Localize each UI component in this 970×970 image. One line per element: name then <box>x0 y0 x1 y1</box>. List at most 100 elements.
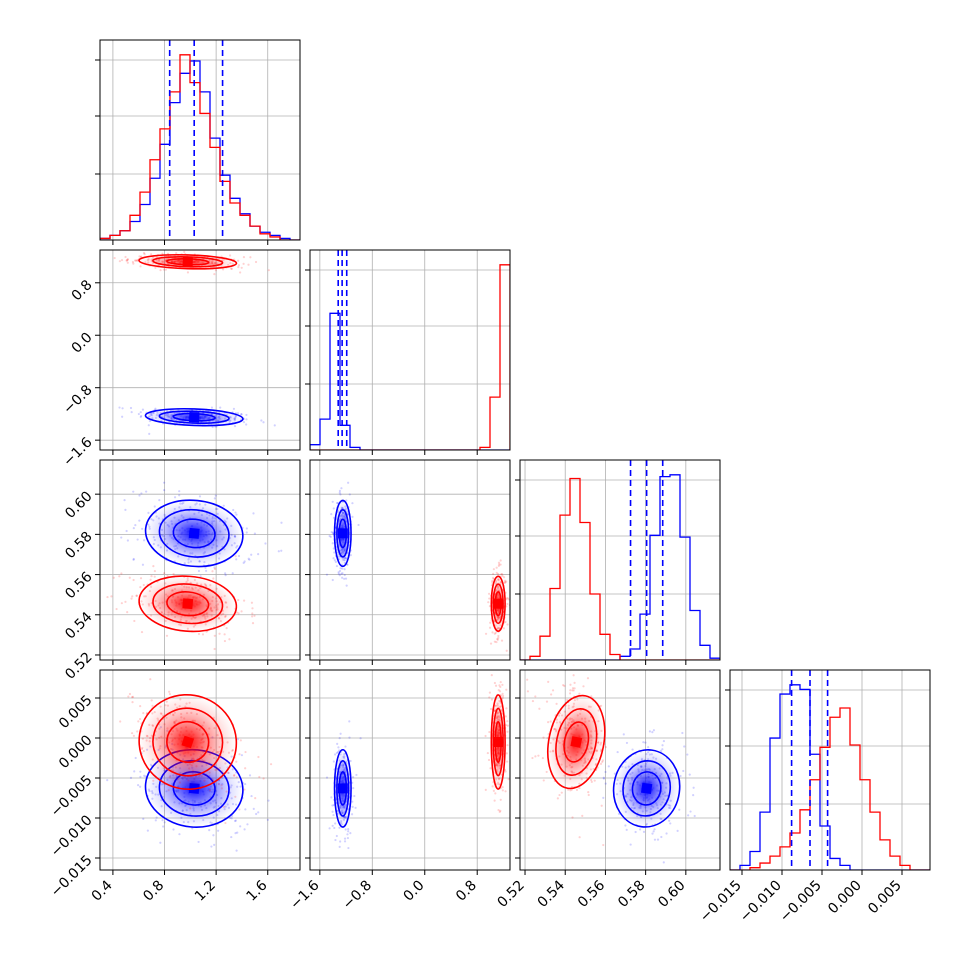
y-tick-label: 0.56 <box>62 569 95 602</box>
panel-2-2 <box>515 459 721 665</box>
scatter-point <box>332 557 335 560</box>
scatter-point <box>140 414 143 418</box>
scatter-point <box>338 737 341 740</box>
scatter-point <box>208 789 212 792</box>
scatter-point <box>534 695 537 698</box>
scatter-point <box>213 567 217 570</box>
scatter-point <box>240 610 243 613</box>
scatter-point <box>689 810 692 813</box>
scatter-point <box>351 800 354 803</box>
scatter-point <box>494 631 497 634</box>
scatter-point <box>676 829 679 832</box>
histogram-red <box>100 54 300 240</box>
scatter-point <box>347 481 350 484</box>
scatter-point <box>142 712 145 715</box>
scatter-point <box>499 563 502 566</box>
scatter-point <box>542 736 545 739</box>
scatter-point <box>332 516 336 519</box>
scatter-point <box>110 595 113 598</box>
scatter-point <box>343 577 346 580</box>
scatter-point <box>239 271 242 274</box>
scatter-point <box>340 487 343 490</box>
scatter-point <box>569 689 572 692</box>
scatter-point <box>491 785 494 788</box>
scatter-point <box>505 707 508 710</box>
scatter-point <box>617 812 621 816</box>
scatter-point <box>571 689 574 692</box>
scatter-point <box>214 269 217 272</box>
scatter-point <box>154 266 157 269</box>
scatter-point <box>208 829 211 832</box>
scatter-point <box>129 406 133 410</box>
scatter-point <box>338 845 341 848</box>
x-tick-label: 0.005 <box>865 878 905 918</box>
scatter-point <box>488 597 491 600</box>
scatter-point <box>492 568 495 571</box>
scatter-point <box>251 622 255 625</box>
scatter-point <box>495 571 498 574</box>
panel-frame <box>99 249 301 451</box>
scatter-point <box>337 571 340 574</box>
scatter-point <box>154 660 156 662</box>
scatter-point <box>348 736 351 739</box>
scatter-point <box>118 575 121 578</box>
scatter-point <box>354 806 357 809</box>
scatter-point <box>604 746 607 749</box>
scatter-point <box>135 594 139 597</box>
scatter-point <box>497 808 500 812</box>
scatter-point <box>487 592 491 595</box>
scatter-point <box>227 771 230 775</box>
scatter-point <box>124 508 127 511</box>
scatter-point <box>238 753 241 756</box>
scatter-point <box>507 598 510 601</box>
scatter-point <box>120 572 123 575</box>
scatter-point <box>173 496 177 499</box>
scatter-point <box>551 689 555 692</box>
x-tick-label: 0.0 <box>401 878 428 905</box>
scatter-point <box>244 750 247 754</box>
scatter-point <box>132 734 136 737</box>
scatter-point <box>562 684 565 687</box>
x-tick-label: −1.6 <box>287 877 322 912</box>
scatter-point <box>222 805 226 809</box>
scatter-point <box>230 835 233 839</box>
scatter-point <box>139 775 142 778</box>
scatter-point <box>158 498 161 502</box>
scatter-point <box>250 553 253 556</box>
scatter-point <box>118 406 121 409</box>
scatter-point <box>131 701 134 704</box>
x-tick-label: 0.54 <box>535 877 568 910</box>
scatter-point <box>682 769 685 773</box>
contour-line <box>138 693 238 791</box>
scatter-point <box>240 266 243 269</box>
scatter-point <box>687 814 690 817</box>
scatter-point <box>333 753 337 756</box>
scatter-point <box>497 634 500 638</box>
scatter-point <box>164 268 167 271</box>
scatter-point <box>491 576 495 579</box>
scatter-point <box>136 538 139 541</box>
scatter-point <box>560 791 563 794</box>
scatter-point <box>138 717 142 721</box>
scatter-point <box>132 558 135 561</box>
scatter-point <box>150 699 153 702</box>
scatter-point <box>213 497 216 500</box>
scatter-point <box>121 407 124 410</box>
panel-frame <box>519 669 721 871</box>
scatter-point <box>499 681 502 684</box>
scatter-point <box>575 788 579 791</box>
contour-line <box>338 518 348 549</box>
scatter-point <box>500 639 504 642</box>
scatter-point <box>138 494 141 497</box>
scatter-point <box>145 490 148 493</box>
scatter-point <box>661 744 664 747</box>
scatter-point <box>240 413 243 416</box>
panel-frame <box>99 459 301 661</box>
scatter-point <box>237 598 240 602</box>
panel-frame <box>309 669 511 871</box>
scatter-point <box>139 265 142 268</box>
scatter-point <box>112 576 115 579</box>
scatter-point <box>333 559 336 562</box>
histogram-blue <box>520 474 720 660</box>
scatter-point <box>357 523 360 527</box>
